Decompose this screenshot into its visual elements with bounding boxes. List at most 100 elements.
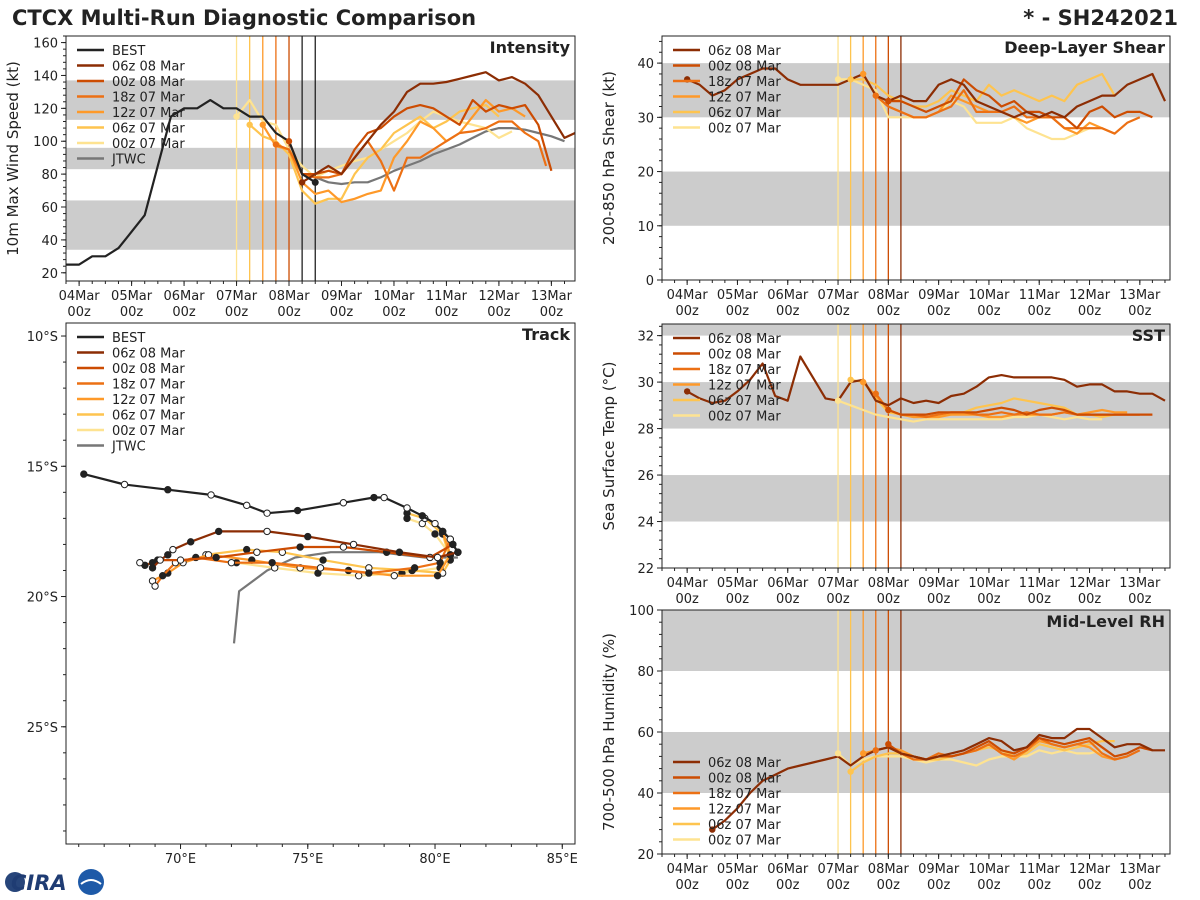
x-tick-label: 10Mar — [968, 862, 1010, 877]
series-line-06z-07-mar — [849, 739, 1115, 773]
legend-label: 18z 07 Mar — [112, 91, 185, 106]
track-point — [296, 543, 304, 551]
panel-title: Deep-Layer Shear — [1004, 38, 1165, 57]
series-line-06z-08-mar — [686, 67, 1166, 119]
y-tick-label: 40 — [637, 787, 654, 802]
x-tick-label: 00z — [726, 878, 750, 893]
x-tick-label: 70°E — [165, 852, 196, 867]
x-tick-label: 00z — [540, 305, 564, 320]
x-tick-label: 08Mar — [868, 862, 910, 877]
legend-label: 06z 08 Mar — [112, 347, 185, 362]
shaded-band — [662, 171, 1170, 226]
series-line-00z-08-mar — [287, 98, 553, 176]
x-tick-label: 00z — [927, 878, 951, 893]
y-axis-label: 200-850 hPa Shear (kt) — [600, 71, 618, 245]
track-point — [438, 527, 447, 536]
track-point — [365, 569, 373, 577]
x-tick-label: 00z — [1028, 592, 1052, 607]
legend-label: 00z 07 Mar — [708, 834, 781, 849]
series-line-18z-07-mar — [275, 120, 548, 192]
y-tick-label: 22 — [637, 562, 654, 577]
x-tick-label: 00z — [826, 304, 850, 319]
y-tick-label: 30 — [637, 111, 654, 126]
x-tick-label: 00z — [277, 305, 301, 320]
y-tick-label: 26 — [637, 469, 654, 484]
track-point — [316, 564, 325, 572]
legend-label: 12z 07 Mar — [708, 91, 781, 106]
x-tick-label: 07Mar — [818, 288, 860, 303]
legend-label: BEST — [112, 331, 145, 346]
x-tick-label: 05Mar — [717, 862, 759, 877]
x-tick-label: 00z — [675, 878, 699, 893]
run-start-point — [885, 406, 892, 414]
legend-label: 06z 08 Mar — [112, 60, 185, 75]
x-tick-label: 04Mar — [59, 289, 101, 304]
plot-frame — [661, 35, 1171, 281]
track-point — [227, 558, 236, 567]
x-tick-label: 05Mar — [717, 288, 759, 303]
run-start-point — [259, 121, 266, 128]
track-point — [410, 564, 419, 572]
legend-label: 06z 08 Mar — [708, 332, 781, 347]
x-tick-label: 11Mar — [1019, 862, 1061, 877]
series-group — [683, 355, 1166, 423]
x-tick-label: 00z — [1028, 304, 1052, 319]
storm-id: * - SH242021 — [1023, 6, 1178, 30]
plot-frame — [661, 323, 1171, 569]
x-tick-label: 80°E — [419, 852, 450, 867]
y-axis-label: 700-500 hPa Humidity (%) — [600, 633, 618, 831]
legend-label: 18z 07 Mar — [112, 378, 185, 393]
track-point — [159, 571, 167, 580]
cira-logo-globe-right — [78, 869, 104, 895]
x-tick-label: 00z — [776, 592, 800, 607]
run-start-point — [298, 179, 306, 186]
x-tick-label: 04Mar — [667, 576, 709, 591]
y-tick-label: 0 — [646, 274, 654, 289]
shaded-band — [66, 147, 575, 170]
legend-label: 06z 07 Mar — [112, 122, 185, 137]
x-tick-label: 12Mar — [1069, 862, 1111, 877]
cira-logo: CIRA — [5, 869, 104, 895]
track-point — [319, 556, 327, 564]
legend-label: 12z 07 Mar — [708, 803, 781, 818]
series-line-12z-07-mar — [862, 381, 1128, 419]
track-point — [207, 491, 215, 499]
x-tick-label: 10Mar — [968, 288, 1010, 303]
panel-title: SST — [1132, 326, 1165, 345]
track-point — [268, 558, 276, 567]
x-tick-label: 00z — [776, 878, 800, 893]
x-tick-label: 75°E — [292, 852, 323, 867]
track-point — [339, 543, 348, 551]
series-line-00z-07-mar — [838, 78, 1103, 141]
x-tick-label: 09Mar — [918, 288, 960, 303]
panel-title: Track — [522, 325, 570, 344]
series-group — [709, 727, 1165, 833]
legend-label: 12z 07 Mar — [112, 393, 185, 408]
panel-rh: 2040608010004Mar00z05Mar00z06Mar00z07Mar… — [600, 604, 1171, 893]
x-tick-label: 00z — [675, 304, 699, 319]
x-tick-label: 04Mar — [667, 862, 709, 877]
track-point — [433, 571, 442, 580]
x-tick-label: 00z — [977, 592, 1001, 607]
series-line-best — [66, 98, 316, 266]
x-tick-label: 13Mar — [1119, 576, 1161, 591]
plot-frame — [65, 322, 576, 845]
track-point — [354, 571, 363, 580]
panel-title: Mid-Level RH — [1046, 612, 1165, 631]
y-tick-label: 20 — [41, 267, 58, 282]
y-tick-label: 20°S — [27, 591, 58, 606]
run-start-point — [285, 138, 293, 145]
track-point — [395, 548, 404, 556]
series-line-18z-07-mar — [875, 736, 1141, 761]
shaded-band — [662, 324, 1170, 336]
run-start-point — [847, 376, 854, 383]
legend-label: 00z 07 Mar — [708, 122, 781, 137]
track-point — [449, 540, 457, 549]
x-tick-label: 00z — [67, 305, 91, 320]
series-line-06z-08-mar — [686, 355, 1166, 407]
run-start-point — [859, 750, 867, 757]
x-tick-label: 11Mar — [426, 289, 468, 304]
y-tick-label: 10°S — [27, 330, 58, 345]
x-tick-label: 00z — [1128, 878, 1152, 893]
y-axis-label: 10m Max Wind Speed (kt) — [4, 61, 22, 256]
